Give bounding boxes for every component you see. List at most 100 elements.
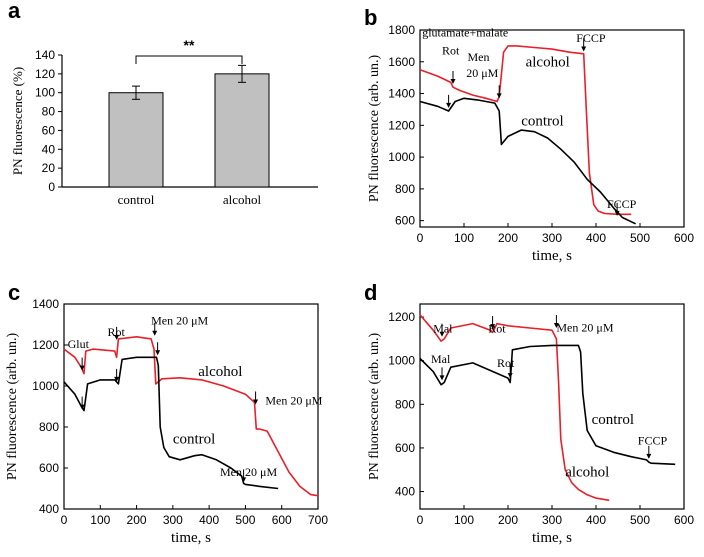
arrow-head-icon xyxy=(439,331,445,337)
y-tick-label: 1200 xyxy=(388,310,415,324)
series-line-control xyxy=(63,356,279,490)
arrow-head-icon xyxy=(79,365,85,371)
series-line-control xyxy=(419,344,676,466)
x-tick-label: 600 xyxy=(272,513,292,527)
arrow-head-icon xyxy=(490,324,496,330)
x-tick-label: 200 xyxy=(498,513,518,527)
annotation-label: control xyxy=(173,431,216,447)
annotation-label: Men 20 μM xyxy=(556,320,613,334)
arrow-head-icon xyxy=(450,79,456,85)
y-tick-label: 0 xyxy=(48,180,55,194)
y-tick-label: 80 xyxy=(42,105,56,119)
series-line-alcohol xyxy=(63,336,319,497)
x-tick-label: 300 xyxy=(542,513,562,527)
y-tick-label: 800 xyxy=(395,397,415,411)
x-axis-title: time, s xyxy=(171,530,211,546)
panel-label: a xyxy=(8,0,21,23)
y-tick-label: 1400 xyxy=(32,297,59,311)
annotation-label: Glut xyxy=(68,337,90,351)
annotation-label: glutamate+malate xyxy=(422,25,508,39)
y-tick-label: 1000 xyxy=(32,379,59,393)
annotation-label: FCCP xyxy=(638,434,668,448)
arrow-head-icon xyxy=(152,330,158,336)
y-tick-label: 1000 xyxy=(388,354,415,368)
annotation-label: control xyxy=(521,113,564,129)
series-line-alcohol xyxy=(419,314,610,502)
y-tick-label: 40 xyxy=(42,142,56,156)
panel-label: c xyxy=(8,280,20,305)
x-tick-label: control xyxy=(118,192,155,207)
x-tick-label: 500 xyxy=(630,513,650,527)
x-tick-label: 100 xyxy=(454,513,474,527)
plot-frame xyxy=(63,303,319,510)
arrow-head-icon xyxy=(507,373,513,379)
x-tick-label: alcohol xyxy=(223,192,262,207)
y-tick-label: 100 xyxy=(35,86,55,100)
bar-alcohol xyxy=(214,73,270,188)
significance-bracket xyxy=(135,55,243,64)
arrow-head-icon xyxy=(553,322,559,328)
y-tick-label: 1600 xyxy=(388,55,415,69)
x-tick-label: 300 xyxy=(542,231,562,245)
x-tick-label: 100 xyxy=(454,231,474,245)
y-tick-label: 800 xyxy=(39,420,59,434)
panel-d: d 0 100 200 300 400 500 600 400 600 800 1000 1200 tim… xyxy=(364,280,694,546)
panel-label: b xyxy=(364,5,377,30)
y-tick-label: 1000 xyxy=(388,150,415,164)
arrow-head-icon xyxy=(155,350,161,356)
panel-a: a 0 20 40 60 80 100 120 140 PN fluorescence (%) co… xyxy=(8,0,318,207)
y-axis-title: PN fluorescence (arb. un.) xyxy=(367,332,382,480)
annotation-label: Rot xyxy=(497,356,515,370)
y-tick-label: 800 xyxy=(395,182,415,196)
arrow-head-icon xyxy=(253,399,259,405)
arrow-head-icon xyxy=(439,375,445,381)
x-tick-label: 200 xyxy=(498,231,518,245)
x-tick-label: 400 xyxy=(586,231,606,245)
annotation-label: alcohol xyxy=(526,55,570,71)
arrow-head-icon xyxy=(614,210,620,216)
annotation-label: Mal xyxy=(433,321,453,335)
series-line-alcohol xyxy=(419,45,632,216)
y-tick-label: 400 xyxy=(39,502,59,516)
annotation-label: Mal xyxy=(431,352,451,366)
y-tick-label: 1800 xyxy=(388,23,415,37)
y-axis-title: PN fluorescence (%) xyxy=(10,67,25,175)
bar-control xyxy=(108,92,164,188)
x-tick-label: 300 xyxy=(163,513,183,527)
arrow-head-icon xyxy=(581,46,587,52)
y-tick-label: 400 xyxy=(395,485,415,499)
x-tick-label: 400 xyxy=(586,513,606,527)
annotation-label: FCCP xyxy=(576,31,606,45)
x-tick-label: 500 xyxy=(235,513,255,527)
panel-label: d xyxy=(364,280,377,305)
y-tick-label: 60 xyxy=(42,123,56,137)
x-tick-label: 0 xyxy=(417,231,424,245)
annotation-label: control xyxy=(592,412,635,428)
x-tick-label: 100 xyxy=(90,513,110,527)
y-tick-label: 1200 xyxy=(388,118,415,132)
y-tick-label: 600 xyxy=(39,461,59,475)
y-tick-label: 600 xyxy=(395,214,415,228)
plot-frame xyxy=(419,303,685,510)
arrow-head-icon xyxy=(79,404,85,410)
arrow-head-icon xyxy=(114,334,120,340)
y-tick-label: 1200 xyxy=(32,338,59,352)
x-axis-title: time, s xyxy=(532,248,572,264)
arrow-head-icon xyxy=(114,376,120,382)
arrow-head-icon xyxy=(646,453,652,459)
y-axis-title: PN fluorescence (arb. un.) xyxy=(5,332,20,480)
annotation-label: 20 μM xyxy=(466,66,498,80)
y-tick-label: 120 xyxy=(35,67,55,81)
arrow-head-icon xyxy=(496,93,502,99)
panel-c: c 0 100 200 300 400 500 600 700 400 600 800 1000 1200… xyxy=(5,280,328,546)
annotation-label: FCCP xyxy=(607,197,637,211)
x-tick-label: 500 xyxy=(630,231,650,245)
x-tick-label: 400 xyxy=(199,513,219,527)
annotation-label: Rot xyxy=(442,44,460,58)
x-tick-label: 0 xyxy=(417,513,424,527)
series-line-control xyxy=(419,97,636,225)
y-axis-title: PN fluorescence (arb. un.) xyxy=(367,54,382,202)
y-tick-label: 140 xyxy=(35,48,55,62)
annotation-label: alcohol xyxy=(198,364,242,380)
